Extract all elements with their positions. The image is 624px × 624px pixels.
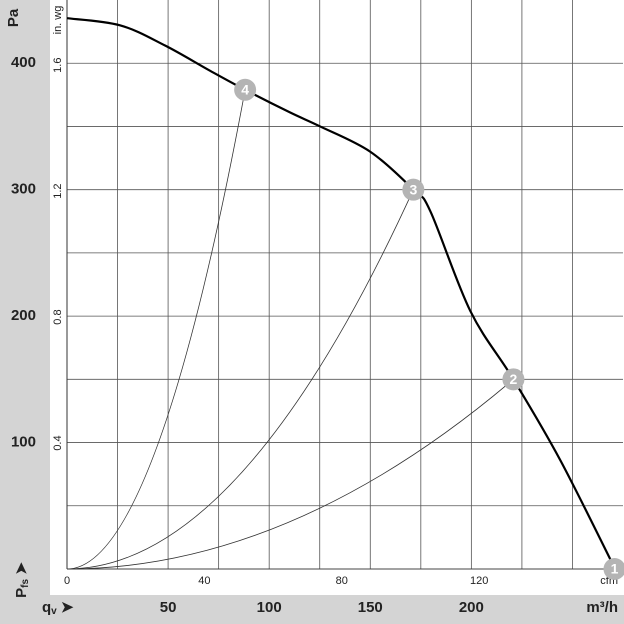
y-tick-label: 300 [11,181,36,198]
x2-tick-label: 120 [470,575,488,587]
operating-point-label: 4 [241,81,249,97]
y-label: Pa [5,8,22,27]
operating-point-label: 1 [611,561,619,577]
arrow: ➤ [57,599,74,616]
system-curve [66,379,514,570]
x-tick-label: 100 [257,599,282,616]
y2-tick-label: 1.6 [52,58,64,73]
x-symbol: qv ➤ [42,599,74,617]
operating-point [234,78,257,101]
x2-tick-label: 40 [198,575,210,587]
operating-point [603,558,624,580]
y2-tick-label: 0.8 [52,309,64,324]
left-band [0,0,50,624]
x-tick-label: 50 [160,599,177,616]
x-label: m³/h [586,599,618,616]
x-symbol-sub: v [51,606,57,617]
operating-point-label: 3 [409,181,417,197]
x2-tick-label: 0 [64,575,70,587]
bottom-band [0,595,624,624]
operating-point-label: 2 [510,371,518,387]
x-tick-label: 150 [358,599,383,616]
operating-point [502,368,525,391]
system-curve [66,89,246,570]
y-symbol-main: P [13,588,30,598]
x-symbol-main: q [42,599,51,616]
x2-tick-label: 80 [336,575,348,587]
operating-point [402,178,425,201]
y-tick-label: 100 [11,434,36,451]
x-tick-label: 200 [459,599,484,616]
y-symbol-sub: fs [20,578,31,587]
y-tick-label: 400 [11,54,36,71]
y2-tick-label: 0.4 [52,435,64,450]
fan-curve [66,17,616,569]
y2-label: in. wg [52,6,64,35]
y-tick-label: 200 [11,307,36,324]
system-curve [66,189,414,570]
arrow: ➤ [13,562,30,579]
y-symbol: Pfs ➤ [13,562,31,598]
y2-tick-label: 1.2 [52,183,64,198]
